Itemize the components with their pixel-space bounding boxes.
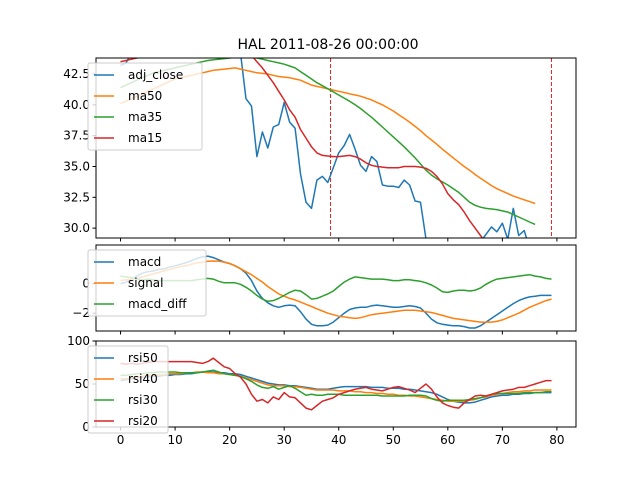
y-tick-label: 42.5 [63, 67, 90, 81]
legend-label-signal: signal [128, 276, 164, 290]
chart-title: HAL 2011-08-26 00:00:00 [237, 37, 418, 53]
legend-label-macd_diff: macd_diff [128, 297, 187, 311]
legend: macd signal macd_diff [87, 249, 207, 317]
series-line-rsi30 [120, 369, 552, 402]
legend: adj_close ma50 ma35 ma15 [87, 62, 203, 151]
legend-label-rsi40: rsi40 [128, 372, 158, 386]
y-tick-label: 40.0 [63, 98, 90, 112]
series-line-adj_close [120, 58, 528, 238]
panel-2: −2 0 macd signal macd_diff [72, 244, 577, 335]
legend-label-ma50: ma50 [128, 89, 162, 103]
y-tick-label: 35.0 [63, 159, 90, 173]
x-tick-label: 80 [549, 433, 564, 447]
x-tick-label: 70 [495, 433, 510, 447]
legend: rsi50 rsi40 rsi30 rsi20 [87, 345, 169, 434]
y-tick-label: 50 [75, 377, 90, 391]
y-tick-label: 30.0 [63, 221, 90, 235]
y-tick-label: 100 [67, 334, 90, 348]
x-tick-label: 20 [222, 433, 237, 447]
legend-label-rsi50: rsi50 [128, 351, 158, 365]
y-tick-label: 0 [82, 420, 90, 434]
legend-label-macd: macd [128, 255, 161, 269]
legend-label-ma35: ma35 [128, 110, 162, 124]
y-tick-label: 0 [82, 277, 90, 291]
y-tick-label: 32.5 [63, 190, 90, 204]
legend-box [87, 249, 207, 317]
y-tick-label: −2 [72, 306, 90, 320]
legend-box [87, 62, 203, 151]
series-line-rsi50 [120, 371, 552, 404]
x-tick-label: 60 [440, 433, 455, 447]
legend-label-rsi30: rsi30 [128, 393, 158, 407]
panel-1: 30.0 32.5 35.0 37.5 40.0 42.5 adj_close ma50 ma3… [63, 57, 577, 242]
series-line-rsi20 [120, 357, 552, 411]
legend-label-ma15: ma15 [128, 131, 162, 145]
x-tick-label: 50 [386, 433, 401, 447]
series-line-ma15 [120, 58, 484, 238]
legend-label-adj_close: adj_close [128, 68, 183, 82]
y-tick-label: 37.5 [63, 129, 90, 143]
x-tick-label: 40 [331, 433, 346, 447]
x-tick-label: 10 [167, 433, 182, 447]
x-tick-label: 30 [277, 433, 292, 447]
x-tick-label: 0 [117, 433, 125, 447]
legend-box [87, 345, 169, 434]
legend-label-rsi20: rsi20 [128, 414, 158, 428]
